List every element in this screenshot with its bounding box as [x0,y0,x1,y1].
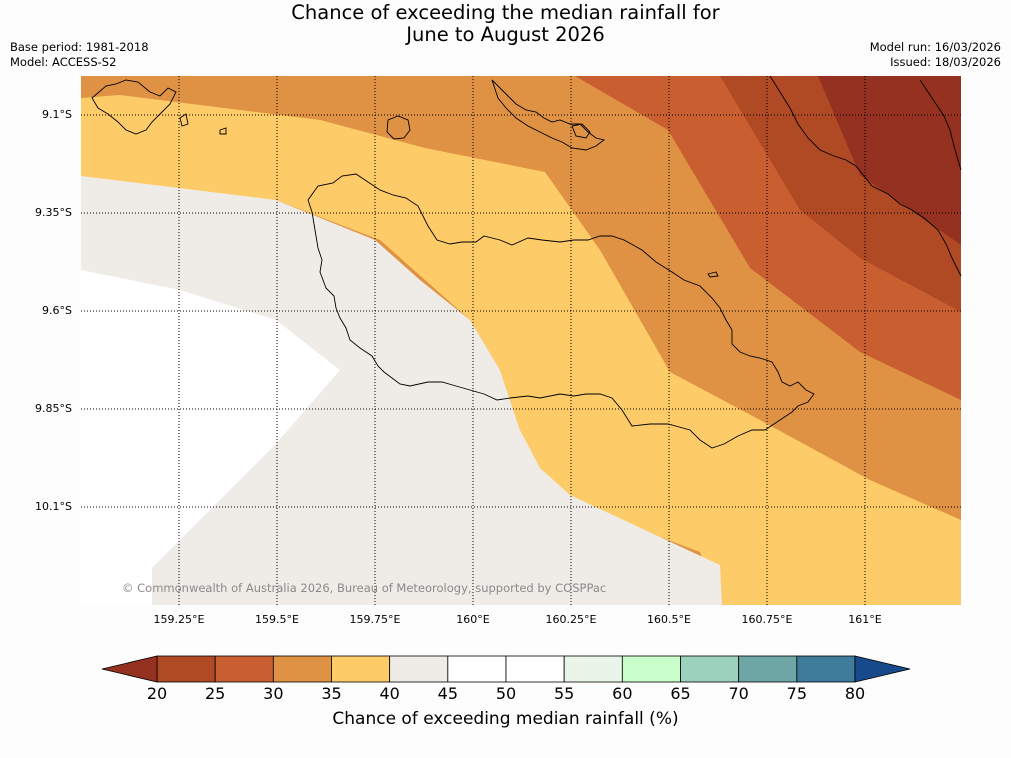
colorbar-cell [738,655,798,683]
colorbar-tick-label: 20 [146,684,168,703]
colorbar-label: Chance of exceeding median rainfall (%) [332,709,679,729]
lon-label-161: 161°E [848,613,882,626]
lat-label-9-85: 9.85°S [35,402,72,415]
small-island-d [707,271,719,278]
colorbar-cell [331,655,391,683]
colorbar-tick-label: 70 [728,684,749,703]
zone-below-20 [818,76,961,245]
lat-label-10-1: 10.1°S [35,500,72,513]
model-name: Model: ACCESS-S2 [10,55,117,69]
zone-40-45 [81,176,722,605]
lat-label-9-1: 9.1°S [42,108,72,121]
lon-label-160-75: 160.75°E [741,613,793,626]
colorbar-cell [272,655,332,683]
coastlines [91,75,962,449]
zone-35-40 [81,95,961,605]
meta-left: Base period: 1981-2018 Model: ACCESS-S2 [10,40,149,70]
colorbar-cell [447,655,507,683]
lat-label-9-35: 9.35°S [35,206,72,219]
colorbar-tick-label: 55 [553,684,575,703]
guadalcanal-coast [307,173,815,449]
russell-islands-coast [91,79,177,135]
map-title-line2: June to August 2026 [406,23,605,46]
lon-label-160-5: 160.5°E [647,613,691,626]
colorbar-tick-label: 40 [379,684,400,703]
colorbar-tick-label: 75 [786,684,807,703]
malaita-coast [769,75,962,277]
colorbar-high-extend [854,655,911,683]
colorbar-cell [214,655,274,683]
issued-date: Issued: 18/03/2026 [890,55,1001,69]
small-island-a [571,123,591,139]
colorbar-cell [156,655,216,683]
colorbar-tick-label: 25 [204,684,226,703]
model-run: Model run: 16/03/2026 [869,40,1001,54]
base-period: Base period: 1981-2018 [10,40,149,54]
malaita-north-coast [919,79,962,171]
map-title-line1: Chance of exceeding the median rainfall … [291,1,720,24]
colorbar-cell [680,655,740,683]
colorbar-tick-label: 65 [670,684,691,703]
meta-right: Model run: 16/03/2026 Issued: 18/03/2026 [870,40,1001,70]
florida-islands-coast [491,79,606,151]
lat-label-9-6: 9.6°S [42,304,72,317]
lon-label-160-25: 160.25°E [545,613,597,626]
colorbar-low-extend [101,655,158,683]
colorbar-cell [563,655,623,683]
colorbar-cell [389,655,449,683]
rainfall-map [81,75,962,605]
colorbar-tick-label: 80 [844,684,866,703]
lon-label-159-25: 159.25°E [153,613,205,626]
colorbar-cells [156,655,856,683]
lon-label-159-5: 159.5°E [255,613,299,626]
colorbar-cell [621,655,681,683]
zone-45-55 [81,270,340,605]
colorbar-tick-label: 45 [437,684,458,703]
colorbar-cell [796,655,856,683]
colorbar-cell [505,655,565,683]
colorbar-tick-label: 50 [495,684,517,703]
colorbar-tick-label: 60 [612,684,633,703]
colorbar-tick-label: 30 [263,684,284,703]
savo-island-coast [386,115,411,140]
small-island-c [219,127,227,135]
lon-label-160: 160°E [456,613,490,626]
graticule [81,76,961,605]
lon-label-159-75: 159.75°E [349,613,401,626]
colorbar-tick-label: 35 [321,684,342,703]
copyright-notice: © Commonwealth of Australia 2026, Bureau… [122,581,607,595]
